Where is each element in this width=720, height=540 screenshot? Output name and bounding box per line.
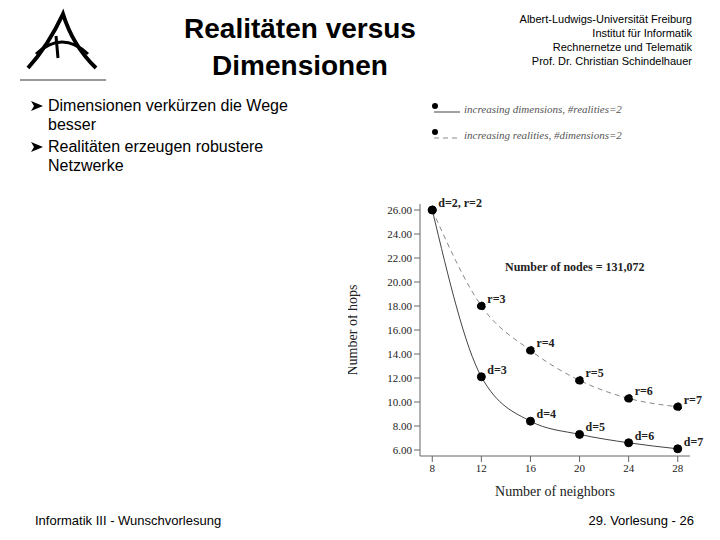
html-text:Albert-Ludwigs-Universität Fre: Albert-Ludwigs-Universität Freiburg bbox=[519, 13, 692, 25]
html-text:Prof. Dr. Christian Schindelha: Prof. Dr. Christian Schindelhauer bbox=[531, 55, 692, 67]
html-text:Realitäten erzeugen robustere: Realitäten erzeugen robustere Netzwerke bbox=[48, 138, 264, 174]
svg-text:r=5: r=5 bbox=[586, 366, 604, 380]
svg-text:d=7: d=7 bbox=[684, 435, 704, 449]
svg-text:22.00: 22.00 bbox=[387, 252, 412, 264]
html-text:29. Vorlesung - 26: 29. Vorlesung - 26 bbox=[588, 513, 694, 528]
svg-text:r=7: r=7 bbox=[684, 393, 702, 407]
svg-text:24: 24 bbox=[623, 462, 635, 474]
svg-text:16: 16 bbox=[525, 462, 537, 474]
html-text:Rechnernetze und Telematik: Rechnernetze und Telematik bbox=[552, 41, 692, 53]
svg-text:d=5: d=5 bbox=[586, 420, 606, 434]
svg-text:Number of neighbors: Number of neighbors bbox=[495, 484, 615, 499]
html-text:Dimensionen verkürzen die Wege: Dimensionen verkürzen die Wege besser bbox=[48, 97, 288, 133]
svg-text:26.00: 26.00 bbox=[387, 204, 412, 216]
html-text:Institut für Informatik: Institut für Informatik bbox=[592, 27, 692, 39]
svg-text:24.00: 24.00 bbox=[387, 228, 412, 240]
svg-text:18.00: 18.00 bbox=[387, 300, 412, 312]
html-text:increasing dimensions, #realit: increasing dimensions, #realities=2 bbox=[464, 103, 622, 115]
svg-text:20: 20 bbox=[574, 462, 586, 474]
html-text:Informatik III - Wunschvorlesu: Informatik III - Wunschvorlesung bbox=[35, 513, 222, 528]
svg-text:r=4: r=4 bbox=[536, 336, 554, 350]
svg-text:12.00: 12.00 bbox=[387, 372, 412, 384]
svg-text:20.00: 20.00 bbox=[387, 276, 412, 288]
svg-text:16.00: 16.00 bbox=[387, 324, 412, 336]
svg-text:Number of hops: Number of hops bbox=[348, 285, 360, 376]
svg-text:6.00: 6.00 bbox=[393, 444, 413, 456]
svg-text:r=6: r=6 bbox=[635, 384, 653, 398]
svg-text:d=4: d=4 bbox=[536, 407, 556, 421]
html-text:Realitäten versus Dimensionen: Realitäten versus Dimensionen bbox=[184, 13, 416, 81]
html-text:Number of nodes = 131,072: Number of nodes = 131,072 bbox=[505, 260, 645, 274]
svg-text:12: 12 bbox=[476, 462, 487, 474]
svg-text:d=2, r=2: d=2, r=2 bbox=[438, 196, 482, 210]
svg-text:10.00: 10.00 bbox=[387, 396, 412, 408]
svg-text:28: 28 bbox=[672, 462, 684, 474]
svg-text:8: 8 bbox=[430, 462, 436, 474]
svg-text:8.00: 8.00 bbox=[393, 420, 413, 432]
svg-text:d=6: d=6 bbox=[635, 429, 655, 443]
svg-text:14.00: 14.00 bbox=[387, 348, 412, 360]
svg-text:r=3: r=3 bbox=[487, 292, 505, 306]
html-text:increasing realities, #dimensi: increasing realities, #dimensions=2 bbox=[464, 129, 622, 141]
svg-text:d=3: d=3 bbox=[487, 363, 507, 377]
